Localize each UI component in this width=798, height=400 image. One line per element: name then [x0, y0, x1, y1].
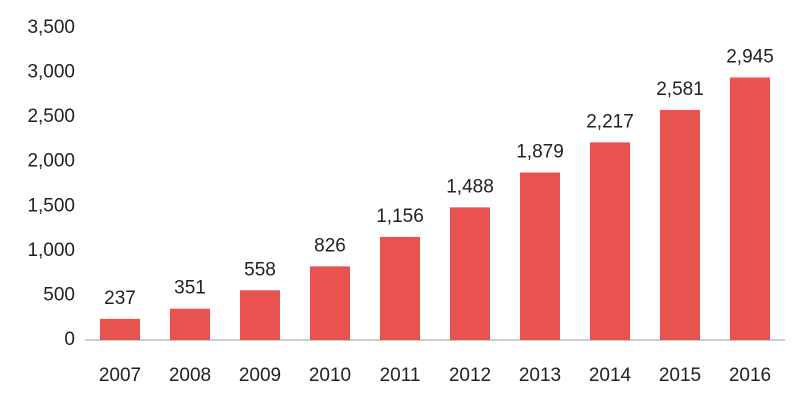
y-tick-label: 2,500 — [27, 106, 75, 127]
bar — [380, 236, 420, 340]
y-tick-label: 3,500 — [27, 17, 75, 38]
x-tick-label: 2009 — [239, 365, 281, 386]
x-tick-label: 2008 — [169, 365, 211, 386]
x-tick-label: 2013 — [519, 365, 561, 386]
x-tick-label: 2011 — [380, 365, 421, 386]
y-tick-label: 3,000 — [27, 62, 75, 83]
bar — [100, 318, 140, 340]
data-label: 2,581 — [656, 79, 704, 100]
x-tick-label: 2012 — [449, 365, 491, 386]
data-label: 2,945 — [726, 46, 774, 67]
y-tick-label: 500 — [43, 284, 75, 305]
x-tick-label: 2016 — [729, 365, 771, 386]
bar — [310, 266, 350, 340]
x-tick-label: 2015 — [659, 365, 701, 386]
bar — [520, 172, 560, 340]
bar — [730, 77, 770, 340]
bar — [660, 109, 700, 340]
data-label: 1,156 — [376, 206, 424, 227]
x-tick-label: 2010 — [309, 365, 351, 386]
data-label: 558 — [244, 259, 276, 280]
data-label: 826 — [314, 235, 346, 256]
data-label: 351 — [174, 278, 206, 299]
data-label: 2,217 — [586, 111, 634, 132]
bar — [170, 308, 210, 340]
bar — [450, 207, 490, 340]
y-tick-label: 1,000 — [27, 240, 75, 261]
data-label: 1,879 — [516, 142, 564, 163]
bar — [590, 142, 630, 340]
x-tick-label: 2014 — [589, 365, 632, 386]
data-label: 237 — [104, 288, 136, 309]
bar — [240, 290, 280, 340]
data-label: 1,488 — [446, 176, 494, 197]
y-tick-label: 1,500 — [27, 195, 75, 216]
x-tick-label: 2007 — [99, 365, 141, 386]
y-tick-label: 0 — [64, 329, 75, 350]
y-tick-label: 2,000 — [27, 151, 75, 172]
